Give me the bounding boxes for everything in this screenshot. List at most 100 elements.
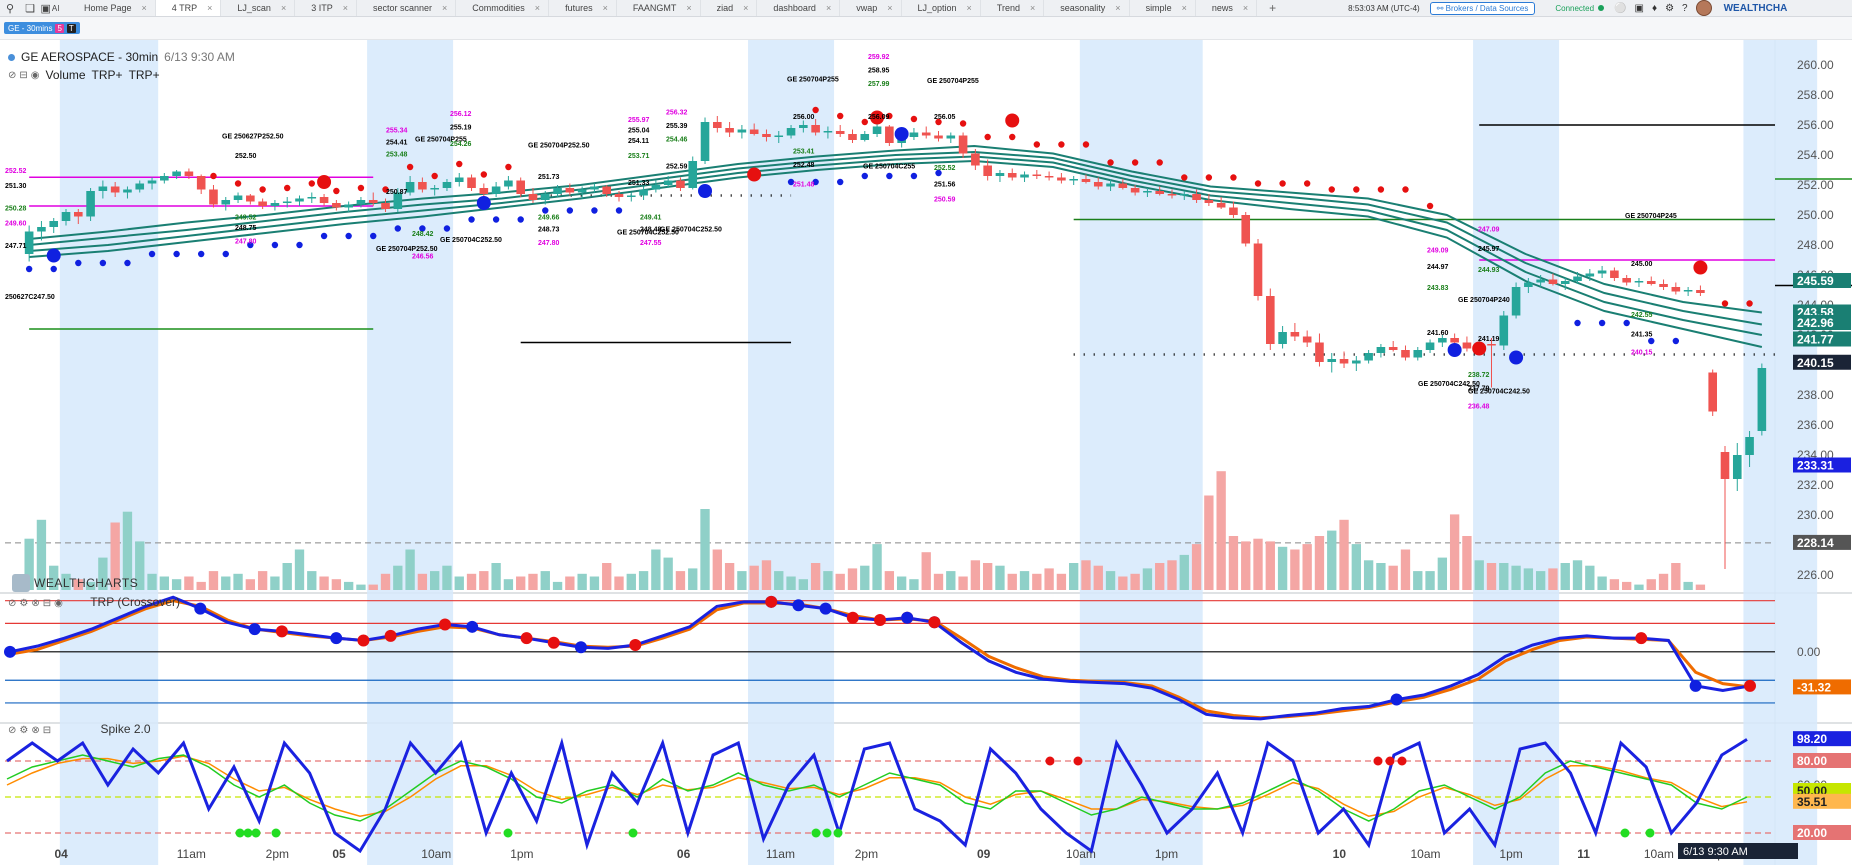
layout-badge-type: T xyxy=(66,23,76,33)
tab-close-icon[interactable]: × xyxy=(207,3,213,13)
tab-close-icon[interactable]: × xyxy=(1030,3,1036,13)
tab-close-icon[interactable]: × xyxy=(280,3,287,13)
tab-close-icon[interactable]: × xyxy=(825,3,832,13)
bell-icon[interactable]: ♦ xyxy=(1651,2,1658,14)
tab-close-icon[interactable]: × xyxy=(141,3,147,13)
volume-bar xyxy=(356,584,366,590)
hide-icon[interactable]: ⊘ xyxy=(8,598,17,609)
tab-dashboard[interactable]: dashboard × xyxy=(757,0,841,16)
eye-icon[interactable]: ◉ xyxy=(54,598,63,609)
volume-bar xyxy=(196,581,206,590)
tab-lj-option[interactable]: LJ_option × xyxy=(902,0,981,16)
level-annotation: GE 250704P255 xyxy=(415,137,467,144)
eye-icon[interactable]: ◉ xyxy=(30,69,40,81)
level-annotation: 248.75 xyxy=(235,225,257,232)
stop-dot-red xyxy=(333,187,340,195)
volume-bar xyxy=(565,576,575,590)
hide-icon[interactable]: ⊘ xyxy=(8,69,17,81)
candle-body xyxy=(393,192,403,209)
tab-home-page[interactable]: Home Page × xyxy=(68,0,156,16)
help-icon[interactable]: ? xyxy=(1682,2,1688,14)
candle-body xyxy=(676,180,685,188)
candle-body xyxy=(1167,194,1177,196)
layout-chip[interactable]: GE - 30mins 5 T xyxy=(4,22,80,34)
gear-icon[interactable]: ⚙ xyxy=(1665,2,1675,14)
hide-icon[interactable]: ⊘ xyxy=(8,725,17,736)
add-tab-button[interactable]: + xyxy=(1269,1,1277,15)
level-annotation: 255.19 xyxy=(450,125,472,132)
tab-sector-scanner[interactable]: sector scanner × xyxy=(357,0,457,16)
candle-body xyxy=(528,194,538,200)
candle-body xyxy=(565,188,575,193)
user-icon[interactable]: ⚪ xyxy=(1614,2,1627,14)
volume-bar xyxy=(724,563,735,590)
tab-close-icon[interactable]: × xyxy=(686,3,692,13)
tab-vwap[interactable]: vwap × xyxy=(840,0,902,16)
signal-dot-blue xyxy=(476,196,491,210)
tab-close-icon[interactable]: × xyxy=(442,3,448,13)
search-icon[interactable]: ⚲ xyxy=(5,2,15,15)
stop-dot-blue xyxy=(492,216,500,223)
level-annotation: GE 250704C255 xyxy=(863,164,915,171)
close-icon[interactable]: ⊗ xyxy=(31,725,40,736)
ai-label: AI xyxy=(51,3,60,13)
candle-body xyxy=(1659,284,1668,287)
volume-bar xyxy=(1314,536,1325,590)
time-tick-label: 04 xyxy=(54,847,68,861)
indicator-trp-2[interactable]: TRP+ xyxy=(128,68,160,82)
tab-close-icon[interactable]: × xyxy=(1242,3,1249,13)
tab-ziad[interactable]: ziad × xyxy=(701,0,758,16)
tab-faangmt[interactable]: FAANGMT × xyxy=(617,0,701,16)
candle-body xyxy=(811,125,820,133)
tab-close-icon[interactable]: × xyxy=(966,3,972,13)
indicator-trp-1[interactable]: TRP+ xyxy=(91,68,123,82)
ai-scan-icon[interactable]: ▣ AI xyxy=(40,2,60,15)
tab-close-icon[interactable]: × xyxy=(342,3,348,13)
tab-simple[interactable]: simple × xyxy=(1130,0,1196,16)
candle-body xyxy=(1032,174,1042,176)
tab-close-icon[interactable]: × xyxy=(602,3,608,13)
brokers-button[interactable]: ⚯ Brokers / Data Sources xyxy=(1429,1,1536,15)
volume-bar xyxy=(110,522,120,590)
spike-badge-label: 98.20 xyxy=(1797,732,1827,746)
save-icon[interactable]: ▣ xyxy=(1634,2,1644,14)
tab-close-icon[interactable]: × xyxy=(887,3,893,13)
tab-close-icon[interactable]: × xyxy=(1181,3,1187,13)
settings-icon[interactable]: ⚙ xyxy=(19,598,29,609)
tab-close-icon[interactable]: × xyxy=(534,3,541,13)
price-badge xyxy=(1793,534,1851,550)
candle-body xyxy=(209,189,218,205)
candle-body xyxy=(774,135,784,137)
candle-body xyxy=(37,227,46,232)
stop-dot-red xyxy=(935,118,942,126)
collapse-icon[interactable]: ⊟ xyxy=(42,725,52,736)
volume-bar xyxy=(1093,565,1103,590)
symbol-label: GE AEROSPACE - 30min xyxy=(21,50,159,64)
trp-panel-title[interactable]: TRP (Crossover) xyxy=(90,595,181,609)
avatar[interactable] xyxy=(1695,0,1712,16)
tab-label: sector scanner xyxy=(372,3,433,13)
level-annotation: 246.56 xyxy=(412,254,434,261)
level-annotation: GE 250704C252.50 xyxy=(440,237,502,244)
collapse-icon[interactable]: ⊟ xyxy=(19,69,28,81)
time-tick-label: 10am xyxy=(1410,847,1440,861)
tab-4-trp[interactable]: 4 TRP × xyxy=(155,0,222,16)
tab-futures[interactable]: futures × xyxy=(549,0,617,16)
collapse-icon[interactable]: ⊟ xyxy=(42,598,52,609)
tab-commodities[interactable]: Commodities × xyxy=(456,0,550,16)
close-icon[interactable]: ⊗ xyxy=(31,598,40,609)
tab-close-icon[interactable]: × xyxy=(743,3,749,13)
chart-canvas[interactable]: 252.52 251.30 250.28 249.60 247.71 250627C247… xyxy=(0,40,1852,865)
trp-cross-dot-red xyxy=(357,634,370,647)
tab-3-itp[interactable]: 3 ITP × xyxy=(295,0,357,16)
tab-close-icon[interactable]: × xyxy=(1115,3,1121,13)
tab-news[interactable]: news × xyxy=(1196,0,1258,16)
settings-icon[interactable]: ⚙ xyxy=(19,725,29,736)
tab-trend[interactable]: Trend × xyxy=(981,0,1045,16)
layers-icon[interactable]: ❏ xyxy=(25,2,35,15)
indicator-volume[interactable]: Volume xyxy=(45,68,86,82)
candle-body xyxy=(1229,207,1238,215)
tab-seasonality[interactable]: seasonality × xyxy=(1044,0,1130,16)
spike-panel-title[interactable]: Spike 2.0 xyxy=(100,722,151,736)
tab-lj-scan[interactable]: LJ_scan × xyxy=(221,0,296,16)
